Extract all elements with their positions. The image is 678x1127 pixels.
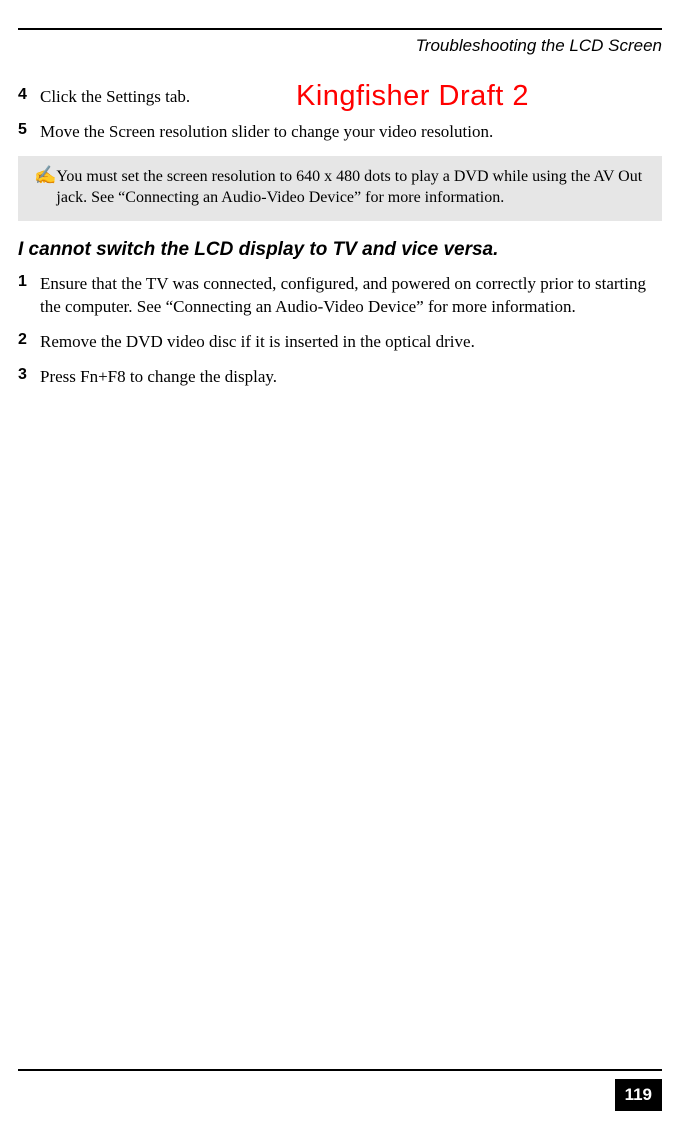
note-text: You must set the screen resolution to 64… bbox=[56, 166, 648, 209]
step-number: 5 bbox=[18, 121, 40, 144]
section-heading: I cannot switch the LCD display to TV an… bbox=[18, 239, 662, 261]
step-1: 1 Ensure that the TV was connected, conf… bbox=[18, 273, 662, 319]
step-5: 5 Move the Screen resolution slider to c… bbox=[18, 121, 662, 144]
step-text: Ensure that the TV was connected, config… bbox=[40, 273, 662, 319]
step-text: Click the Settings tab. bbox=[40, 86, 190, 109]
bottom-rule bbox=[18, 1069, 662, 1071]
page: Troubleshooting the LCD Screen Kingfishe… bbox=[0, 0, 678, 1127]
content: 4 Click the Settings tab. 5 Move the Scr… bbox=[18, 86, 662, 401]
step-text: Remove the DVD video disc if it is inser… bbox=[40, 331, 475, 354]
step-number: 4 bbox=[18, 86, 40, 109]
step-text: Press Fn+F8 to change the display. bbox=[40, 366, 277, 389]
step-number: 3 bbox=[18, 366, 40, 389]
note-box: ✍ You must set the screen resolution to … bbox=[18, 156, 662, 221]
top-rule bbox=[18, 28, 662, 30]
step-2: 2 Remove the DVD video disc if it is ins… bbox=[18, 331, 662, 354]
step-number: 1 bbox=[18, 273, 40, 319]
step-3: 3 Press Fn+F8 to change the display. bbox=[18, 366, 662, 389]
step-number: 2 bbox=[18, 331, 40, 354]
page-number: 119 bbox=[615, 1079, 662, 1111]
step-text: Move the Screen resolution slider to cha… bbox=[40, 121, 493, 144]
pencil-icon: ✍ bbox=[34, 166, 56, 209]
step-4: 4 Click the Settings tab. bbox=[18, 86, 662, 109]
header-title: Troubleshooting the LCD Screen bbox=[416, 36, 662, 56]
